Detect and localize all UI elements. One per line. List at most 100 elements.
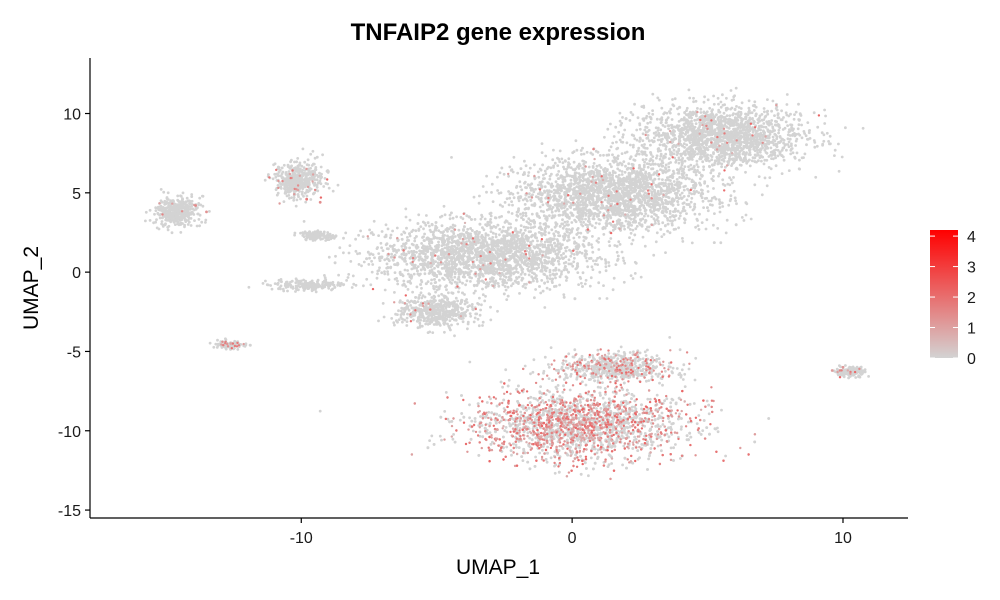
cell-point <box>747 99 751 103</box>
cell-point <box>671 98 674 101</box>
cell-point <box>592 207 596 210</box>
cell-point <box>591 235 594 238</box>
cell-point <box>415 285 419 289</box>
cell-point <box>347 273 351 276</box>
cell-point <box>765 110 769 114</box>
cell-point <box>687 203 690 207</box>
cell-point <box>806 137 810 141</box>
cell-point <box>729 134 732 138</box>
cell-point <box>659 152 663 156</box>
cell-point <box>658 143 662 147</box>
cell-point <box>417 213 421 217</box>
cell-point <box>519 212 522 216</box>
cell-point <box>765 184 769 188</box>
cell-point <box>658 157 662 161</box>
cell-point <box>624 164 627 168</box>
cell-point <box>690 112 693 116</box>
cell-point <box>755 144 759 148</box>
cell-point <box>655 185 658 189</box>
cell-point <box>733 108 737 111</box>
cell-point <box>596 174 599 178</box>
cell-point <box>519 185 522 189</box>
cell-point <box>725 118 729 121</box>
cell-point <box>632 158 636 162</box>
cell-point <box>657 135 661 138</box>
cell-point <box>743 128 747 132</box>
cell-point <box>508 165 512 169</box>
cell-point <box>616 221 619 225</box>
cell-point <box>567 189 571 193</box>
cell-point <box>405 226 408 230</box>
cell-point <box>735 167 739 171</box>
cell-point <box>610 191 613 195</box>
cell-point <box>650 139 654 142</box>
cell-point <box>603 198 607 202</box>
cell-point <box>695 134 699 138</box>
cell-point <box>659 149 662 153</box>
cell-point <box>678 214 682 218</box>
cell-point <box>574 139 578 143</box>
cell-point <box>664 132 667 136</box>
cell-point <box>769 146 773 150</box>
cell-point <box>469 269 473 273</box>
cell-point <box>616 162 620 166</box>
cell-point <box>750 141 754 145</box>
cell-point <box>615 194 619 198</box>
cell-point <box>645 147 649 150</box>
cell-point <box>638 198 642 202</box>
cell-point <box>644 212 648 216</box>
cell-point <box>591 268 595 271</box>
cell-point <box>705 146 709 150</box>
cell-point <box>620 194 623 198</box>
cell-point <box>821 143 824 147</box>
cell-point <box>726 182 730 186</box>
cell-point <box>725 126 729 129</box>
cell-point <box>448 278 451 282</box>
cell-point <box>669 174 672 178</box>
cell-point <box>803 152 807 156</box>
cell-point <box>671 140 675 144</box>
cell-point <box>689 167 693 171</box>
cell-point <box>690 133 694 137</box>
cell-point <box>631 169 635 173</box>
cell-point <box>589 211 593 215</box>
cell-point <box>505 281 508 285</box>
cell-point <box>692 137 695 141</box>
cell-point <box>745 151 748 155</box>
cell-point <box>661 205 665 208</box>
cell-point <box>684 130 688 134</box>
cell-point <box>507 190 510 193</box>
cell-point <box>426 280 430 283</box>
cell-point <box>538 216 541 220</box>
cell-point <box>763 110 766 114</box>
cell-point <box>566 165 570 169</box>
cell-point <box>714 197 718 201</box>
cell-point <box>676 200 680 204</box>
cell-point <box>579 173 582 177</box>
cell-point <box>612 135 616 138</box>
cell-point <box>651 159 655 163</box>
cell-point <box>748 151 752 154</box>
cell-point <box>762 107 766 110</box>
cell-point <box>705 110 709 114</box>
cell-point <box>697 228 701 231</box>
cell-point <box>639 137 642 141</box>
cell-point <box>708 165 711 169</box>
cell-point <box>789 152 793 156</box>
cell-point <box>655 117 659 121</box>
cell-point <box>681 240 685 243</box>
cell-point <box>710 109 714 113</box>
cell-point <box>611 210 615 213</box>
cell-point <box>760 193 764 197</box>
cell-point <box>655 231 659 235</box>
cell-point <box>659 128 663 132</box>
cell-point <box>813 145 817 149</box>
cell-point <box>784 111 788 115</box>
cell-point <box>491 231 495 235</box>
cell-point <box>628 119 632 122</box>
cell-point <box>672 215 676 218</box>
cell-point <box>652 204 655 208</box>
cell-point <box>795 137 799 141</box>
cell-point <box>653 212 656 216</box>
cell-point <box>573 179 577 183</box>
